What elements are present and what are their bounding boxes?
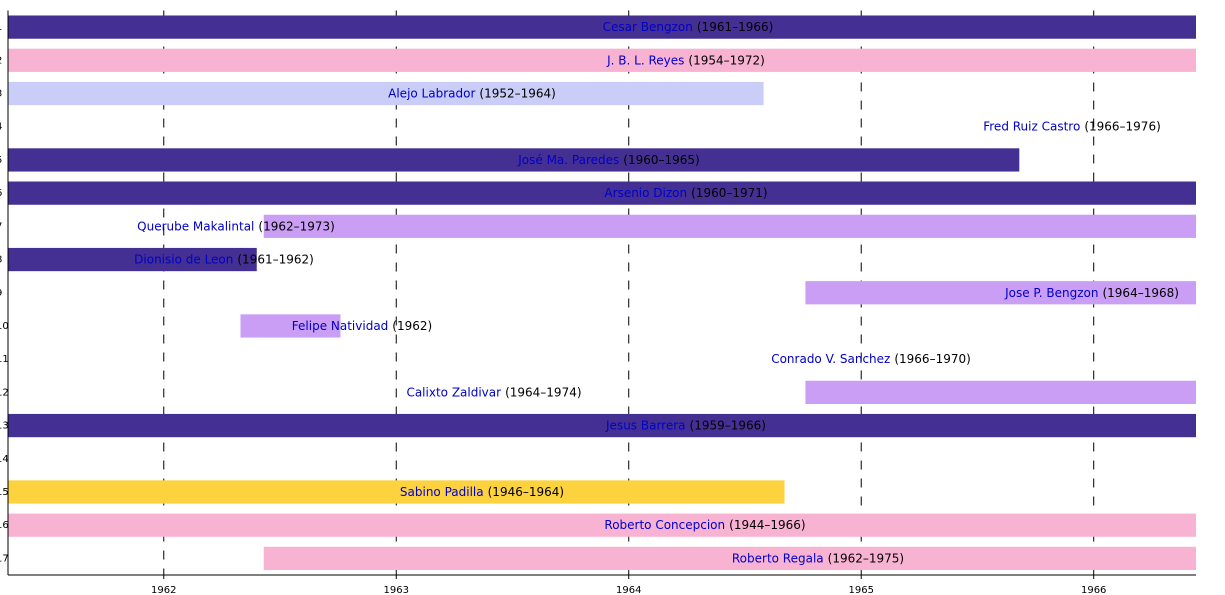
y-tick-label: 15 (0, 487, 9, 498)
name: Querube Makalintal (137, 219, 254, 233)
y-tick-label: 16 (0, 520, 9, 531)
y-tick-label: 17 (0, 553, 9, 564)
name: Cesar Bengzon (603, 20, 693, 34)
name: Calixto Zaldivar (406, 385, 501, 399)
x-tick-label: 1965 (848, 585, 873, 595)
years: (1966–1970) (894, 352, 970, 366)
name: Roberto Regala (732, 551, 824, 565)
name: Roberto Concepcion (604, 518, 725, 532)
bar-label: José Ma. Paredes (1960–1965) (517, 152, 699, 166)
bar-label: Jesus Barrera (1959–1966) (605, 418, 766, 432)
bar (8, 15, 1196, 39)
years: (1959–1966) (690, 418, 766, 432)
y-tick-label: 13 (0, 421, 9, 432)
y-tick-label: 9 (0, 288, 2, 299)
bar-label: Dionisio de Leon (1961–1962) (134, 252, 314, 266)
bar (240, 314, 341, 338)
bar (8, 513, 1196, 537)
name: Sabino Padilla (400, 484, 484, 498)
bar-label: J. B. L. Reyes (1954–1972) (606, 53, 765, 67)
x-tick-label: 1963 (384, 585, 409, 595)
name: Conrado V. Sanchez (771, 352, 890, 366)
years: (1960–1965) (623, 152, 699, 166)
bar-label: Alejo Labrador (1952–1964) (388, 86, 556, 100)
bar (805, 281, 1196, 305)
name: Felipe Natividad (292, 318, 389, 332)
y-tick-label: 1 (0, 22, 2, 33)
years: (1960–1971) (691, 186, 767, 200)
name: Alejo Labrador (388, 86, 475, 100)
bar-label: Conrado V. Sanchez (1966–1970) (771, 352, 971, 366)
name: Dionisio de Leon (134, 252, 233, 266)
bar (8, 48, 1196, 72)
years: (1966–1976) (1084, 119, 1160, 133)
name: Fred Ruiz Castro (983, 119, 1080, 133)
y-tick-label: 4 (0, 122, 2, 133)
y-tick-label: 2 (0, 55, 2, 66)
y-tick-label: 3 (0, 89, 2, 100)
years: (1962–1975) (828, 551, 904, 565)
bar (8, 480, 785, 504)
bar-label: Querube Makalintal (1962–1973) (137, 219, 335, 233)
name: Jesus Barrera (605, 418, 686, 432)
y-tick-label: 14 (0, 454, 9, 465)
years: (1952–1964) (479, 86, 555, 100)
bar-label: Fred Ruiz Castro (1966–1976) (983, 119, 1161, 133)
bar-label: Jose P. Bengzon (1964–1968) (1004, 285, 1179, 299)
name: Jose P. Bengzon (1004, 285, 1098, 299)
bar (8, 81, 764, 106)
years: (1944–1966) (729, 518, 805, 532)
bar (8, 148, 1020, 172)
bar (263, 546, 1196, 571)
y-tick-label: 10 (0, 321, 9, 332)
years: (1954–1972) (688, 53, 764, 67)
bar (8, 181, 1196, 205)
years: (1964–1968) (1102, 285, 1178, 299)
name: José Ma. Paredes (517, 152, 619, 166)
x-tick-label: 1964 (616, 585, 641, 595)
years: (1961–1962) (237, 252, 313, 266)
bar (8, 413, 1196, 438)
bar (8, 247, 257, 272)
bar-label: Felipe Natividad (1962) (292, 318, 432, 332)
years: (1946–1964) (488, 484, 564, 498)
bar-label: Calixto Zaldivar (1964–1974) (406, 385, 581, 399)
name: J. B. L. Reyes (606, 53, 684, 67)
y-tick-label: 12 (0, 387, 9, 398)
bar-label: Cesar Bengzon (1961–1966) (603, 20, 774, 34)
y-tick-label: 5 (0, 155, 2, 166)
bar-label: Sabino Padilla (1946–1964) (400, 484, 564, 498)
name: Arsenio Dizon (604, 186, 687, 200)
x-tick-label: 1966 (1081, 585, 1106, 595)
y-tick-label: 11 (0, 354, 9, 365)
bar-label: Roberto Concepcion (1944–1966) (604, 518, 805, 532)
y-tick-label: 7 (0, 221, 2, 232)
years: (1962–1973) (258, 219, 334, 233)
years: (1962) (392, 318, 432, 332)
y-tick-label: 8 (0, 255, 2, 266)
bar (263, 214, 1196, 238)
years: (1961–1966) (697, 20, 773, 34)
y-tick-label: 6 (0, 188, 2, 199)
bar-label: Roberto Regala (1962–1975) (732, 551, 904, 565)
x-tick-label: 1962 (151, 585, 176, 595)
years: (1964–1974) (505, 385, 581, 399)
bar-label: Arsenio Dizon (1960–1971) (604, 186, 767, 200)
bar (805, 380, 1196, 404)
